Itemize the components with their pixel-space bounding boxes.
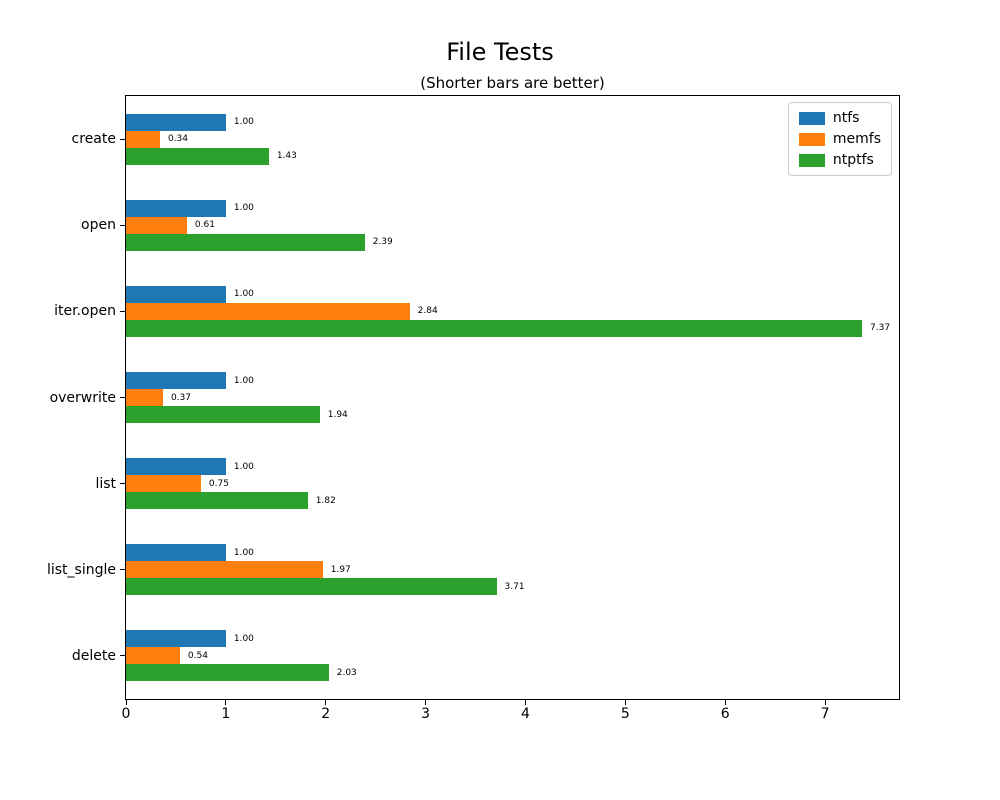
plot-area: create 1.00 0.34 1.43 open 1.00 0.61 2.39 iter.o… bbox=[47, 95, 900, 722]
x-axis-tick-label: 0 bbox=[121, 706, 131, 722]
x-tick-mark bbox=[624, 699, 626, 705]
y-axis-category-label: create bbox=[71, 131, 116, 148]
y-tick-mark bbox=[120, 569, 126, 571]
bar-ntfs bbox=[126, 544, 226, 562]
bar-memfs bbox=[126, 647, 180, 665]
bar-value-label: 1.00 bbox=[233, 633, 254, 644]
bar-ntfs bbox=[126, 199, 226, 217]
y-axis-category-label: list bbox=[95, 475, 116, 492]
bar-ntfs bbox=[126, 113, 226, 131]
chart-subtitle: (Shorter bars are better) bbox=[420, 74, 605, 92]
bar-value-label: 2.39 bbox=[372, 237, 393, 248]
bar-value-label: 1.00 bbox=[233, 203, 254, 214]
bar-value-label: 1.82 bbox=[315, 495, 336, 506]
bar-ntptfs bbox=[126, 664, 329, 682]
bar-value-label: 1.43 bbox=[276, 151, 297, 162]
y-axis-category-label: delete bbox=[71, 647, 116, 664]
y-tick-mark bbox=[120, 655, 126, 657]
bar-memfs bbox=[126, 130, 160, 148]
x-axis-tick-label: 6 bbox=[720, 706, 730, 722]
bar-ntptfs bbox=[126, 406, 320, 423]
bar-memfs bbox=[126, 302, 410, 320]
bar-memfs bbox=[126, 216, 187, 234]
bar-value-label: 1.00 bbox=[233, 547, 254, 558]
legend-swatch-ntptfs bbox=[798, 153, 825, 167]
bar-ntptfs bbox=[126, 492, 308, 510]
bar-ntptfs bbox=[126, 233, 365, 251]
bar-value-label: 7.37 bbox=[870, 323, 891, 334]
chart-title: File Tests bbox=[446, 38, 554, 66]
x-axis-tick-label: 1 bbox=[221, 706, 231, 722]
x-tick-mark bbox=[225, 699, 227, 705]
y-tick-mark bbox=[120, 483, 126, 485]
legend: ntfs memfs ntptfs bbox=[787, 102, 892, 176]
x-tick-mark bbox=[724, 699, 726, 705]
x-tick-mark bbox=[425, 699, 427, 705]
bar-ntptfs bbox=[126, 319, 863, 337]
bar-ntfs bbox=[126, 372, 226, 389]
bar-value-label: 0.54 bbox=[187, 650, 208, 661]
bar-value-label: 1.00 bbox=[233, 461, 254, 472]
bar-value-label: 2.03 bbox=[336, 667, 357, 678]
y-axis-category-label: iter.open bbox=[54, 303, 116, 320]
legend-swatch-memfs bbox=[798, 132, 825, 146]
bar-value-label: 0.37 bbox=[170, 392, 191, 403]
x-axis-tick-label: 5 bbox=[620, 706, 630, 722]
y-axis-category-label: open bbox=[81, 217, 116, 234]
bar-value-label: 3.71 bbox=[504, 581, 525, 592]
x-axis-tick-label: 3 bbox=[421, 706, 431, 722]
bar-value-label: 1.94 bbox=[327, 409, 348, 420]
bar-value-label: 1.00 bbox=[233, 117, 254, 128]
bar-memfs bbox=[126, 475, 201, 493]
y-tick-mark bbox=[120, 224, 126, 226]
x-axis-tick-label: 4 bbox=[521, 706, 530, 722]
bar-ntfs bbox=[126, 285, 226, 303]
y-tick-mark bbox=[120, 397, 126, 398]
legend-label: memfs bbox=[832, 131, 881, 147]
bar-value-label: 1.00 bbox=[233, 289, 254, 300]
bar-memfs bbox=[126, 389, 163, 406]
bar-value-label: 2.84 bbox=[417, 306, 438, 317]
x-tick-mark bbox=[325, 699, 327, 705]
bar-ntptfs bbox=[126, 578, 497, 596]
legend-item-ntptfs: ntptfs bbox=[798, 152, 881, 168]
x-tick-mark bbox=[125, 699, 127, 705]
legend-label: ntfs bbox=[832, 110, 860, 126]
bar-value-label: 0.75 bbox=[208, 478, 229, 489]
y-tick-mark bbox=[120, 310, 126, 312]
bar-value-label: 0.34 bbox=[167, 134, 188, 145]
y-axis-category-label: list_single bbox=[46, 561, 116, 578]
bar-ntptfs bbox=[126, 147, 269, 165]
legend-item-ntfs: ntfs bbox=[798, 110, 881, 126]
bar-memfs bbox=[126, 561, 323, 579]
legend-item-memfs: memfs bbox=[798, 131, 881, 147]
bar-value-label: 0.61 bbox=[194, 220, 215, 231]
x-tick-mark bbox=[524, 699, 526, 705]
x-axis-tick-label: 7 bbox=[820, 706, 830, 722]
y-tick-mark bbox=[120, 138, 126, 140]
x-axis-tick-label: 2 bbox=[321, 706, 331, 722]
bar-ntfs bbox=[126, 458, 226, 476]
y-axis-category-label: overwrite bbox=[49, 389, 116, 406]
legend-swatch-ntfs bbox=[798, 111, 825, 125]
bar-value-label: 1.00 bbox=[233, 375, 254, 386]
legend-label: ntptfs bbox=[832, 152, 874, 168]
bar-ntfs bbox=[126, 630, 226, 648]
bar-value-label: 1.97 bbox=[330, 564, 351, 575]
x-tick-mark bbox=[824, 699, 826, 705]
